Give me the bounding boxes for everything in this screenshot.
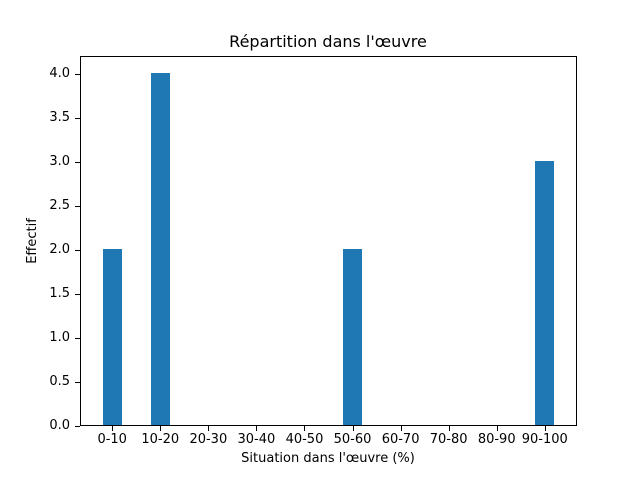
y-tick-label: 0.5 bbox=[49, 373, 70, 389]
y-tick bbox=[75, 73, 80, 75]
x-tick-label: 20-30 bbox=[189, 432, 228, 447]
chart-title: Répartition dans l'œuvre bbox=[229, 32, 427, 51]
y-tick-label: 1.0 bbox=[49, 329, 70, 345]
x-tick bbox=[496, 426, 498, 431]
x-tick-label: 10-20 bbox=[141, 432, 180, 447]
y-tick bbox=[75, 337, 80, 339]
x-tick bbox=[448, 426, 450, 431]
x-tick bbox=[208, 426, 210, 431]
x-tick-label: 50-60 bbox=[333, 432, 372, 447]
y-tick-label: 1.5 bbox=[49, 285, 70, 301]
x-tick-label: 90-100 bbox=[521, 432, 568, 447]
x-tick bbox=[160, 426, 162, 431]
y-tick bbox=[75, 161, 80, 163]
bar bbox=[535, 160, 555, 425]
x-tick-label: 30-40 bbox=[237, 432, 276, 447]
y-tick bbox=[75, 205, 80, 207]
bar bbox=[342, 248, 363, 425]
x-tick bbox=[256, 426, 258, 431]
bar bbox=[150, 72, 170, 425]
x-tick bbox=[304, 426, 306, 431]
y-tick-label: 0.0 bbox=[49, 418, 70, 433]
y-axis-label: Effectif bbox=[25, 218, 40, 264]
y-tick bbox=[75, 426, 80, 427]
x-tick-label: 60-70 bbox=[381, 432, 420, 447]
x-tick-label: 70-80 bbox=[429, 432, 468, 447]
y-tick-label: 3.0 bbox=[49, 153, 70, 169]
x-tick-label: 0-10 bbox=[97, 432, 127, 447]
y-tick-label: 2.5 bbox=[49, 197, 70, 213]
y-tick bbox=[75, 117, 80, 119]
x-tick bbox=[352, 426, 354, 431]
y-tick-label: 4.0 bbox=[49, 65, 70, 81]
bar bbox=[102, 248, 122, 425]
plot-area bbox=[80, 56, 577, 426]
x-tick bbox=[400, 426, 402, 431]
x-tick bbox=[112, 426, 114, 431]
y-tick bbox=[75, 249, 80, 251]
x-axis-label: Situation dans l'œuvre (%) bbox=[241, 451, 415, 466]
y-tick-label: 2.0 bbox=[49, 241, 70, 257]
y-tick bbox=[75, 381, 80, 383]
x-tick bbox=[544, 426, 546, 431]
y-tick bbox=[75, 293, 80, 295]
y-tick-label: 3.5 bbox=[49, 109, 70, 125]
x-tick-label: 40-50 bbox=[285, 432, 324, 447]
x-tick-label: 80-90 bbox=[477, 432, 516, 447]
